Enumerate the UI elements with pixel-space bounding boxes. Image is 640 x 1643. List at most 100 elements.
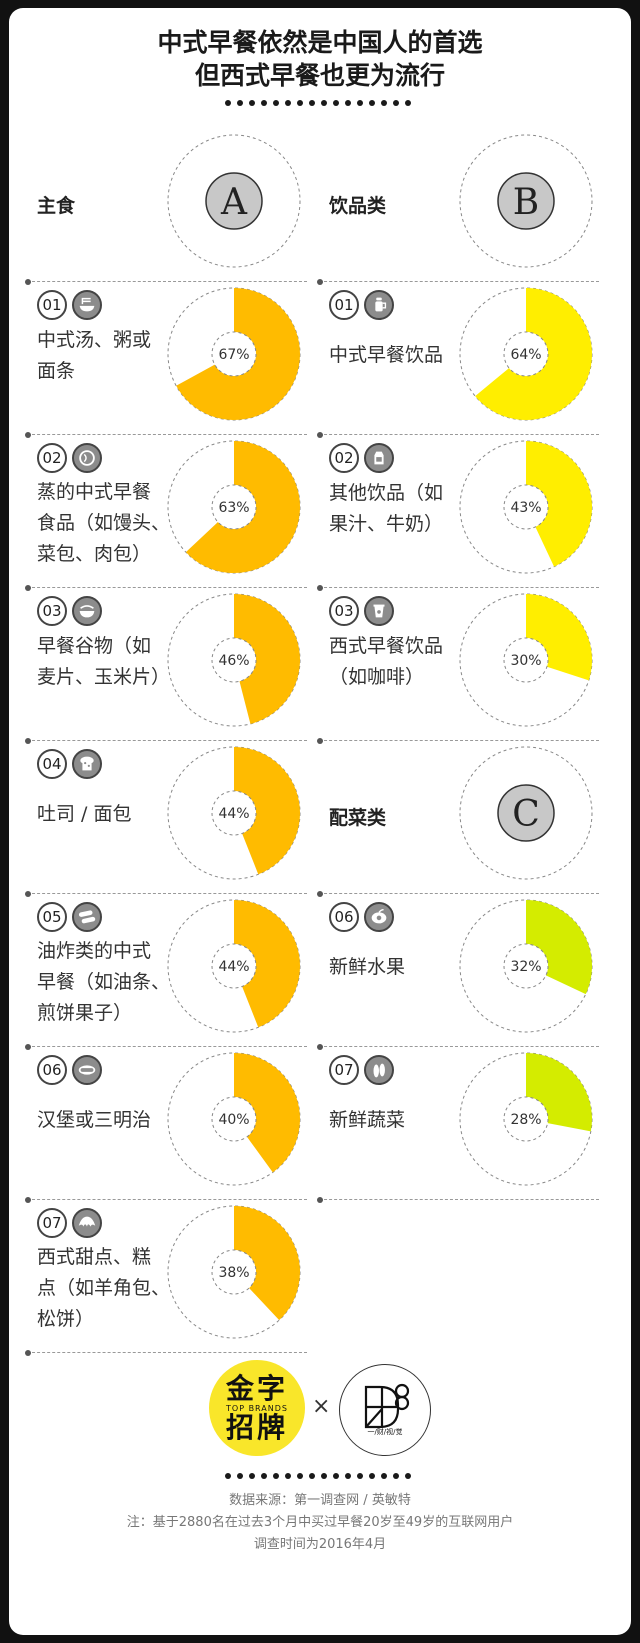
item-label: 汉堡或三明治 bbox=[37, 1105, 182, 1136]
divider-dot bbox=[297, 1473, 303, 1479]
item-header: 02 bbox=[37, 443, 102, 473]
title-line-1: 中式早餐依然是中国人的首选 bbox=[157, 28, 483, 57]
item-label: 新鲜水果 bbox=[329, 952, 474, 983]
category-label: 主食 bbox=[37, 195, 76, 217]
divider-dot bbox=[381, 100, 387, 106]
dot-divider-bottom bbox=[225, 1473, 411, 1479]
divider-dot bbox=[333, 100, 339, 106]
chart-item: 06 汉堡或三明治 40% bbox=[25, 1039, 307, 1203]
category-ring-wrap: B bbox=[456, 131, 596, 271]
divider-dot bbox=[273, 1473, 279, 1479]
category-letter-circle bbox=[205, 172, 263, 230]
item-label-line: 新鲜水果 bbox=[329, 956, 406, 978]
donut-center bbox=[211, 484, 257, 530]
category-letter: B bbox=[513, 182, 539, 223]
item-label-line: 汉堡或三明治 bbox=[37, 1109, 152, 1131]
divider-dot bbox=[273, 100, 279, 106]
item-label-line: 油炸类的中式 bbox=[37, 940, 152, 962]
chart-item: 04 吐司 / 面包 44% bbox=[25, 733, 307, 897]
item-header: 05 bbox=[37, 902, 102, 932]
donut-chart: 38% bbox=[167, 1205, 301, 1339]
vegetable-icon bbox=[364, 1055, 394, 1085]
donut-wrap: 44% bbox=[164, 896, 304, 1036]
donut-value-label: 46% bbox=[218, 653, 249, 669]
item-header: 07 bbox=[37, 1208, 102, 1238]
item-header: 03 bbox=[329, 596, 394, 626]
divider-dot bbox=[333, 1473, 339, 1479]
item-number-badge: 03 bbox=[329, 596, 359, 626]
item-label: 中式汤、粥或 面条 bbox=[37, 325, 182, 387]
divider-dot bbox=[405, 1473, 411, 1479]
donut-chart: 40% bbox=[167, 1052, 301, 1186]
donut-chart: 30% bbox=[459, 593, 593, 727]
row-end-dot bbox=[317, 432, 323, 438]
donut-wrap: 67% bbox=[164, 284, 304, 424]
donut-wrap: 43% bbox=[456, 437, 596, 577]
donut-slice bbox=[234, 900, 300, 1028]
item-label-line: （如咖啡） bbox=[329, 666, 425, 688]
item-label-line: 松饼） bbox=[37, 1308, 95, 1330]
row-end-dot bbox=[317, 738, 323, 744]
row-end-dot bbox=[25, 1350, 31, 1356]
donut-slice bbox=[526, 441, 592, 567]
hotdog-icon bbox=[72, 1055, 102, 1085]
divider-dot bbox=[249, 1473, 255, 1479]
item-number-badge: 04 bbox=[37, 749, 67, 779]
item-label: 蒸的中式早餐 食品（如馒头、 菜包、肉包） bbox=[37, 477, 182, 570]
divider-dot bbox=[285, 100, 291, 106]
donut-value-label: 43% bbox=[510, 500, 541, 516]
cbn-mark-icon bbox=[364, 1383, 410, 1429]
donut-chart: 64% bbox=[459, 287, 593, 421]
chart-item: 02 蒸的中式早餐 食品（如馒头、 菜包、肉包） 63% bbox=[25, 427, 307, 591]
item-header: 06 bbox=[37, 1055, 102, 1085]
category-header: 饮品类 B bbox=[317, 121, 599, 285]
item-label-line: 中式早餐饮品 bbox=[329, 344, 444, 366]
divider-dot bbox=[405, 100, 411, 106]
infographic-page: 中式早餐依然是中国人的首选 但西式早餐也更为流行 主食 A 01 中式汤、粥或 面条 67… bbox=[9, 8, 631, 1635]
page-title: 中式早餐依然是中国人的首选 但西式早餐也更为流行 bbox=[9, 26, 631, 92]
donut-value-label: 28% bbox=[510, 1112, 541, 1128]
fruit-icon bbox=[364, 902, 394, 932]
item-number-badge: 02 bbox=[37, 443, 67, 473]
footer: 数据来源：第一调查网 / 英敏特 注：基于2880名在过去3个月中买过早餐20岁… bbox=[9, 1490, 631, 1556]
category-letter-circle bbox=[497, 172, 555, 230]
donut-chart: 44% bbox=[167, 746, 301, 880]
divider-dot bbox=[369, 1473, 375, 1479]
donut-wrap: 44% bbox=[164, 743, 304, 883]
row-end-dot bbox=[25, 891, 31, 897]
chart-item: 01 中式早餐饮品 64% bbox=[317, 274, 599, 438]
donut-wrap: 46% bbox=[164, 590, 304, 730]
row-end-dot bbox=[25, 432, 31, 438]
divider-dot bbox=[393, 100, 399, 106]
divider-dot bbox=[309, 1473, 315, 1479]
logo-tag: TOP BRANDS bbox=[226, 1404, 288, 1413]
coffee-cup-icon bbox=[364, 596, 394, 626]
row-end-dot bbox=[25, 279, 31, 285]
donut-slice bbox=[234, 594, 300, 724]
donut-center bbox=[503, 637, 549, 683]
chart-item: 05 油炸类的中式 早餐（如油条、 煎饼果子） 44% bbox=[25, 886, 307, 1050]
divider-dot bbox=[225, 1473, 231, 1479]
donut-slice bbox=[526, 1053, 592, 1132]
donut-center bbox=[503, 1096, 549, 1142]
donut-chart: 63% bbox=[167, 440, 301, 574]
row-end-dot bbox=[25, 738, 31, 744]
item-label-line: 其他饮品（如 bbox=[329, 482, 444, 504]
category-header: 配菜类 C bbox=[317, 733, 599, 897]
donut-value-label: 40% bbox=[218, 1112, 249, 1128]
row-end-dot bbox=[317, 585, 323, 591]
category-label: 配菜类 bbox=[329, 807, 387, 829]
item-label-line: 吐司 / 面包 bbox=[37, 803, 132, 825]
chart-item: 03 早餐谷物（如 麦片、玉米片） 46% bbox=[25, 580, 307, 744]
divider-dot bbox=[393, 1473, 399, 1479]
divider-dot bbox=[357, 1473, 363, 1479]
item-label-line: 食品（如馒头、 bbox=[37, 512, 171, 534]
item-label: 中式早餐饮品 bbox=[329, 340, 474, 371]
chart-item: 06 新鲜水果 32% bbox=[317, 886, 599, 1050]
divider-dot bbox=[297, 100, 303, 106]
row-end-dot bbox=[317, 1197, 323, 1203]
donut-center bbox=[211, 790, 257, 836]
milk-carton-icon bbox=[364, 443, 394, 473]
item-number-badge: 01 bbox=[37, 290, 67, 320]
category-ring-wrap: A bbox=[164, 131, 304, 271]
